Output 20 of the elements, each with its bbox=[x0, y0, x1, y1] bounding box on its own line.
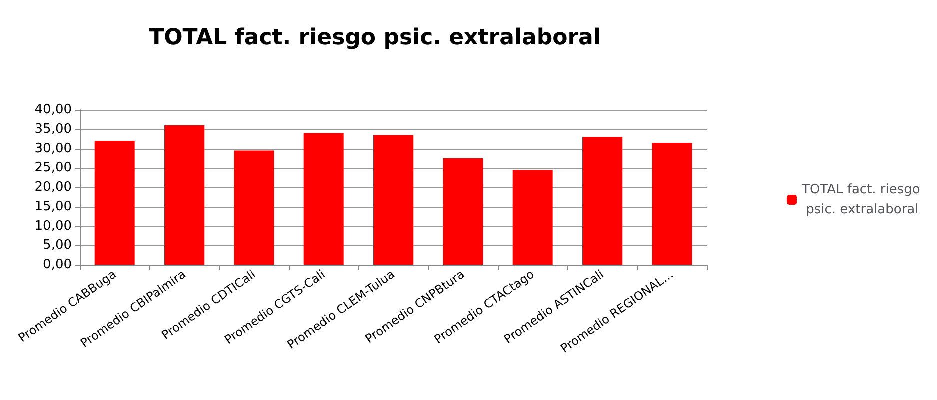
y-tick-label: 10,00 bbox=[34, 218, 72, 234]
bar bbox=[374, 135, 414, 265]
chart-title: TOTAL fact. riesgo psic. extralaboral bbox=[149, 26, 601, 50]
y-tick-label: 15,00 bbox=[34, 199, 72, 214]
bar bbox=[304, 133, 344, 265]
legend-label: TOTAL fact. riesgo psic. extralaboral bbox=[801, 182, 920, 218]
bar bbox=[164, 126, 204, 265]
bar bbox=[652, 142, 692, 265]
bar bbox=[234, 150, 274, 265]
y-tick-label: 25,00 bbox=[34, 160, 72, 176]
y-tick-label: 30,00 bbox=[34, 141, 72, 156]
y-tick-label: 0,00 bbox=[43, 258, 72, 272]
bar bbox=[94, 141, 135, 265]
y-tick-label: 40,00 bbox=[34, 102, 72, 118]
bar bbox=[443, 158, 484, 265]
y-tick-label: 20,00 bbox=[34, 180, 72, 195]
bar bbox=[512, 170, 553, 265]
y-tick-label: 5,00 bbox=[43, 238, 72, 254]
y-tick-label: 35,00 bbox=[34, 122, 72, 137]
bar bbox=[582, 137, 622, 265]
